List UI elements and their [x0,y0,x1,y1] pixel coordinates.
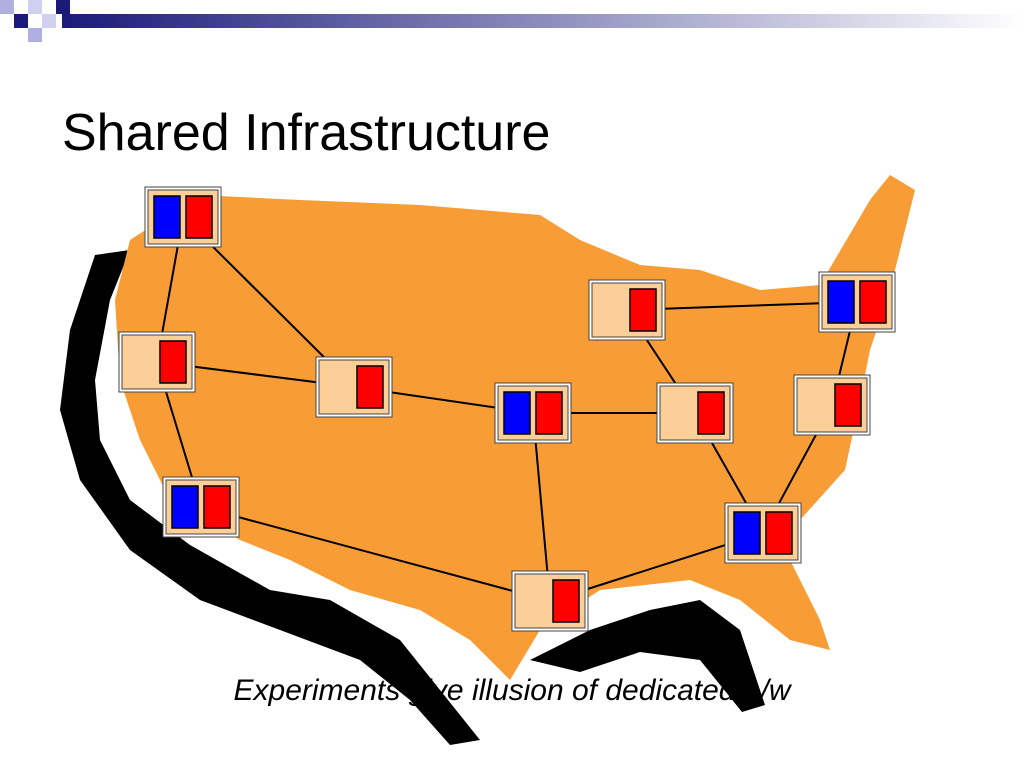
node [494,382,572,444]
slice-red [159,340,187,384]
slice-red [356,365,384,409]
node [793,374,871,436]
slice-blue [171,485,199,529]
node [162,476,240,538]
node [656,382,734,444]
slice-red [535,391,563,435]
slide-caption: Experiments give illusion of dedicated h… [234,674,793,707]
slice-red [203,485,231,529]
header-decoration [0,0,1024,42]
node [315,356,393,418]
slice-red [834,383,862,427]
node [724,502,802,564]
network-nodes [118,186,896,632]
node [818,271,896,333]
node [511,570,589,632]
slice-blue [503,391,531,435]
node [118,331,196,393]
slice-blue [827,280,855,324]
node [144,186,222,248]
slice-red [552,579,580,623]
slide-title: Shared Infrastructure [62,104,550,162]
slice-red [697,391,725,435]
slice-red [859,280,887,324]
node [588,279,666,341]
slice-blue [733,511,761,555]
slice-red [765,511,793,555]
slice-blue [153,195,181,239]
slice-red [629,288,657,332]
slice-red [185,195,213,239]
